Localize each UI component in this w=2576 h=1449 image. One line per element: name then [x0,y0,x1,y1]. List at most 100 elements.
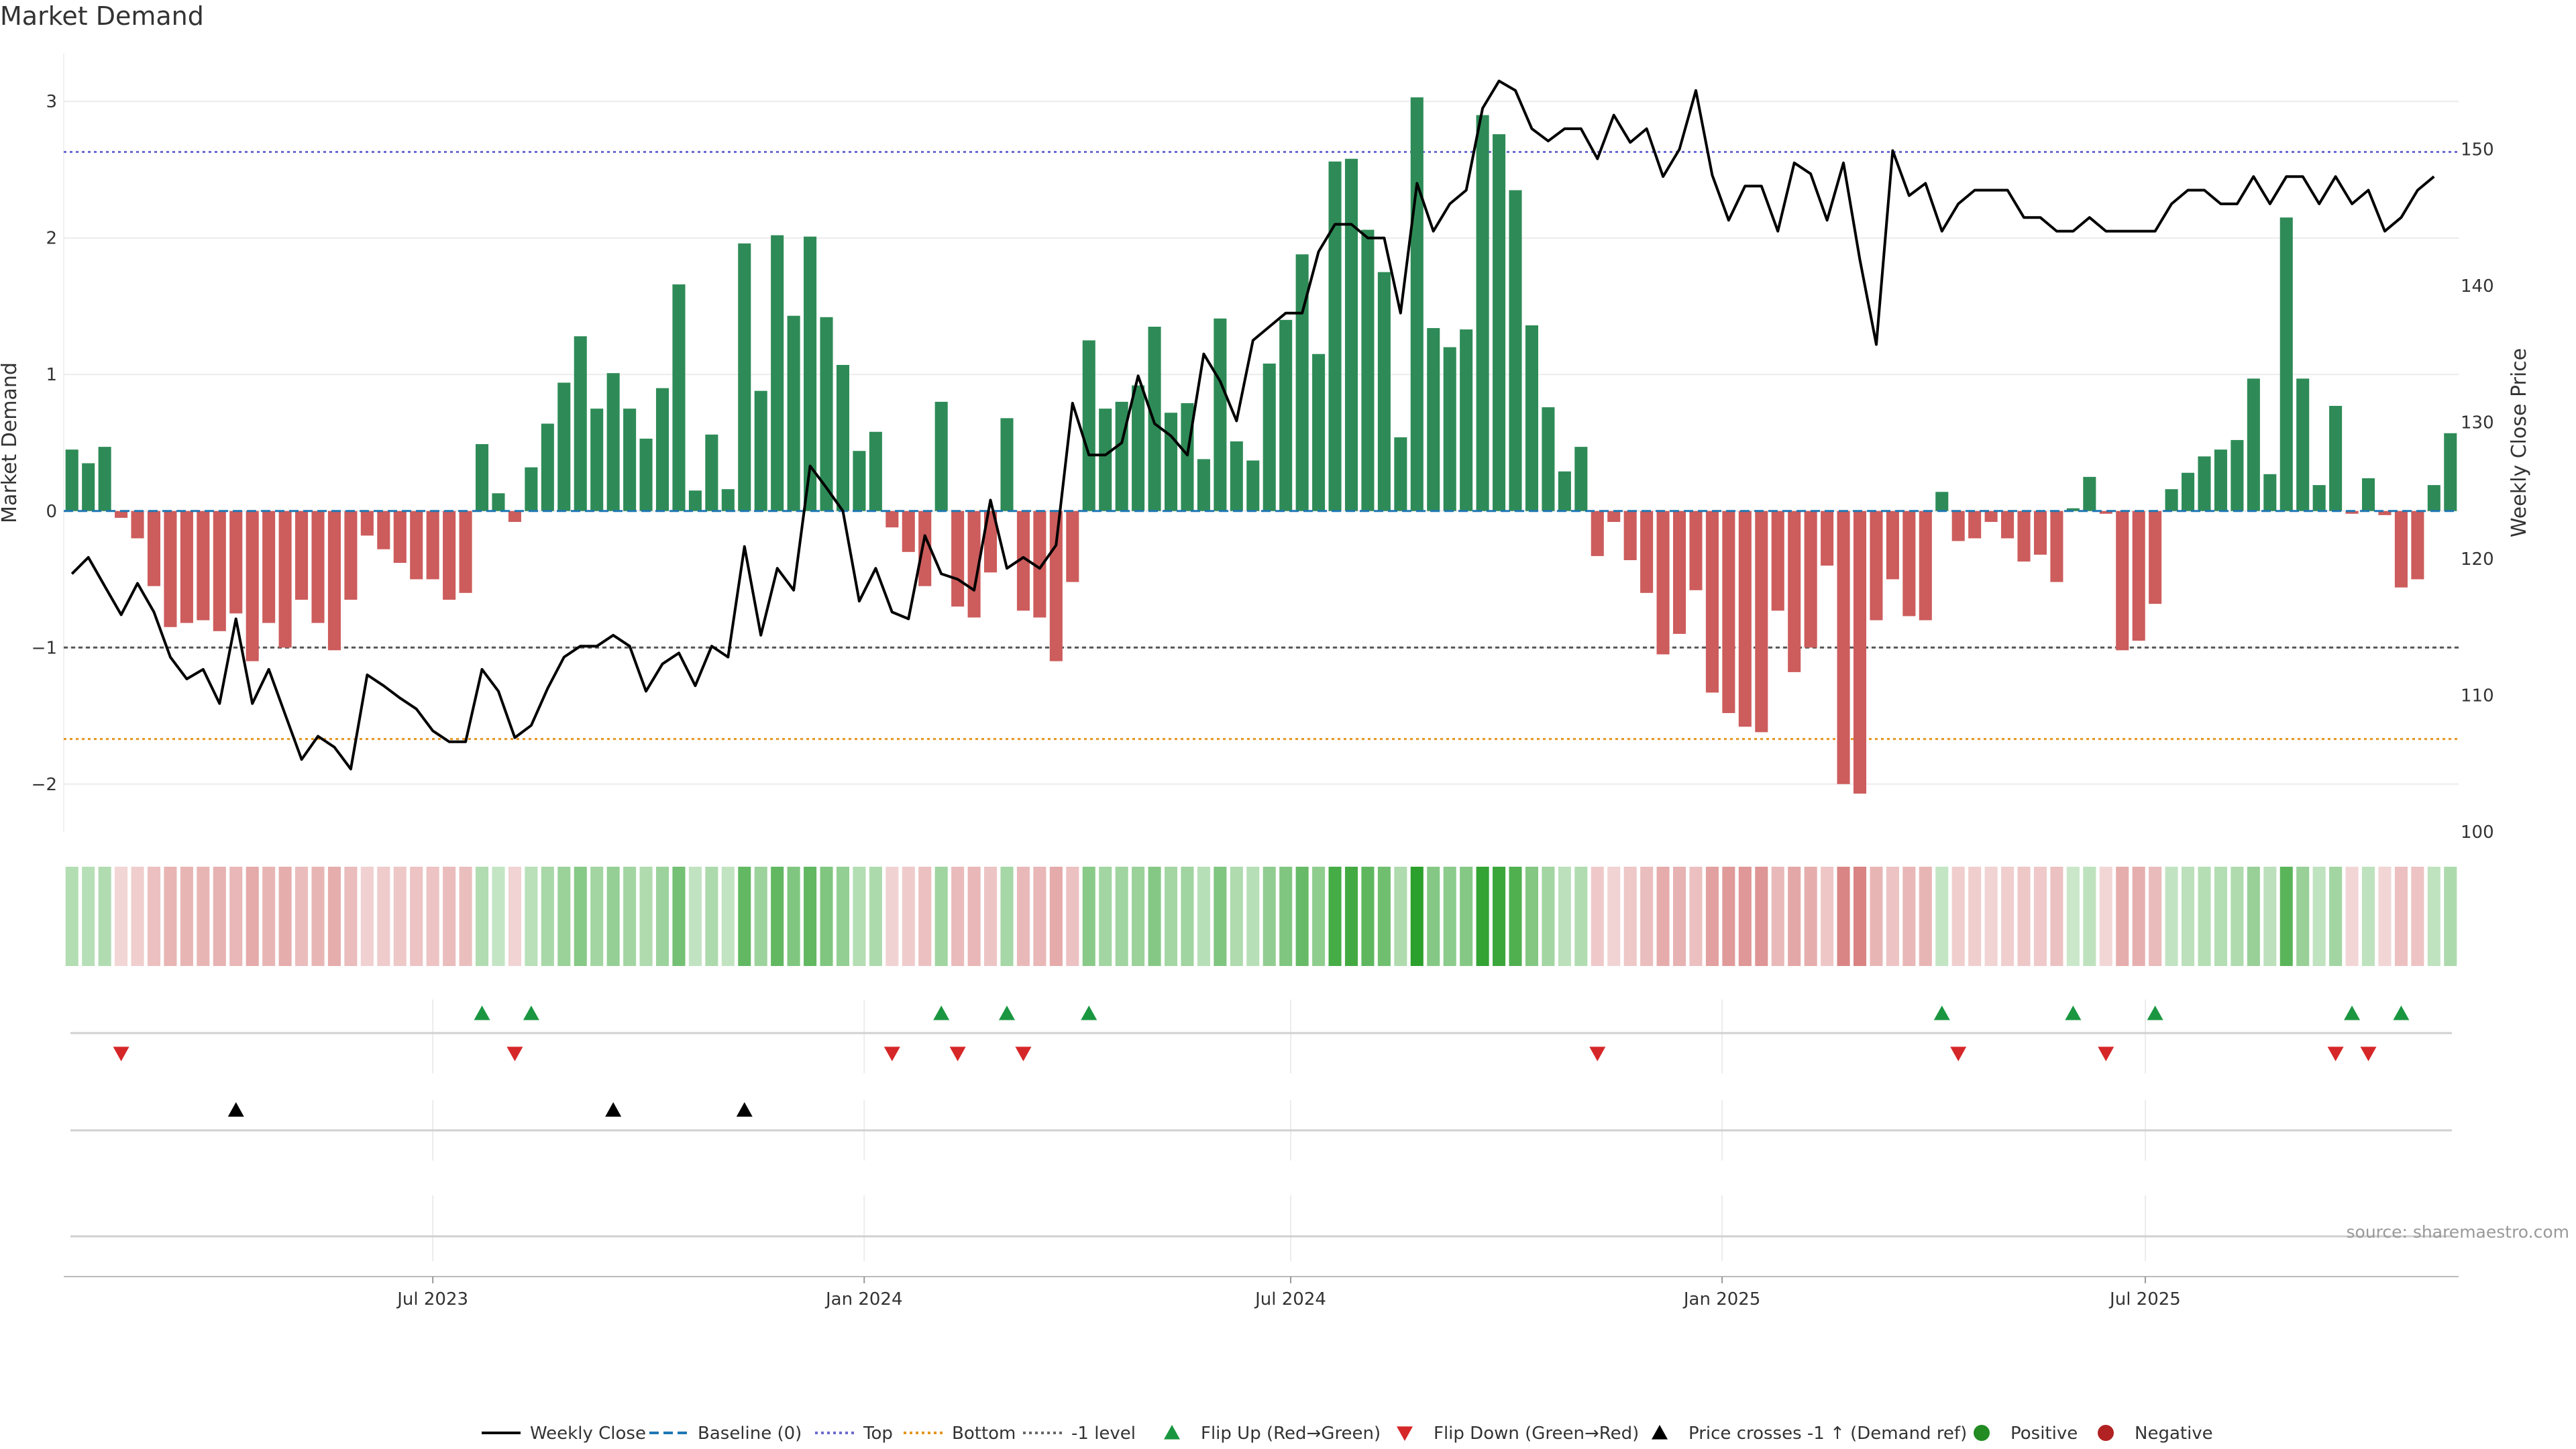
heat-cell [492,867,505,966]
heat-cell [2312,867,2326,966]
legend-swatch [1164,1425,1180,1440]
demand-bar [131,511,144,539]
heat-cell [147,867,161,966]
heat-cell [1705,867,1719,966]
demand-bar [2394,511,2408,588]
demand-bar [410,511,423,580]
heat-cell [1821,867,1834,966]
heat-cell [771,867,784,966]
demand-bar [147,511,161,586]
heat-cell [410,867,423,966]
demand-bar [590,409,604,511]
heat-cell [1000,867,1014,966]
heat-cell [1312,867,1326,966]
legend-label: Flip Up (Red→Green) [1201,1424,1381,1444]
heat-cell [525,867,538,966]
demand-bar [951,511,965,607]
demand-bar [1493,134,1506,511]
heat-cell [1197,867,1210,966]
demand-bar [295,511,309,600]
heat-cell [213,867,226,966]
demand-bar [1246,460,1260,511]
demand-bar [1804,511,1817,648]
y-tick-label-left: 2 [46,229,57,249]
demand-bar [492,493,505,511]
demand-bar [1623,511,1637,561]
demand-bar [934,401,948,511]
demand-bar [1656,511,1670,655]
demand-bar [984,511,998,573]
source-note: source: sharemaestro.com [2346,1222,2570,1242]
demand-bar [771,235,784,511]
demand-bar [213,511,226,631]
y-tick-label-left: 3 [46,92,57,112]
heat-cell [98,867,111,966]
demand-bar [1460,329,1473,511]
legend-label: Top [863,1424,893,1444]
demand-bar [967,511,981,618]
heat-cell [934,867,948,966]
heat-cell [1788,867,1801,966]
demand-bar [2165,489,2178,511]
demand-bar [2132,511,2145,641]
heat-cell [377,867,390,966]
demand-bar [1574,447,1588,511]
demand-bar [787,315,800,511]
demand-bar [1689,511,1703,590]
heat-cell [1902,867,1916,966]
demand-bar [721,489,735,511]
demand-bar [754,390,767,511]
demand-bar [2263,474,2277,511]
heat-cell [197,867,210,966]
heat-cell [688,867,702,966]
demand-bar [1870,511,1883,621]
heat-cell [2001,867,2015,966]
heat-cell [1870,867,1883,966]
heat-cell [2132,867,2145,966]
heat-cell [508,867,521,966]
heat-cell [2263,867,2277,966]
heat-cell [984,867,998,966]
heat-cell [606,867,620,966]
heat-cell [1164,867,1178,966]
heat-cell [2361,867,2375,966]
heat-cell [1623,867,1637,966]
demand-bar [1935,492,1949,511]
legend-label: Positive [2010,1424,2078,1444]
demand-bar [1558,471,1571,511]
demand-bar [1312,354,1326,511]
heat-cell [2214,867,2227,966]
heat-cell [721,867,735,966]
demand-bar [1295,254,1309,511]
demand-bar [2083,476,2096,511]
heat-cell [393,867,407,966]
heat-cell [1672,867,1686,966]
demand-bar [1328,161,1342,511]
demand-bar [278,511,292,648]
heat-cell [1558,867,1571,966]
heat-cell [1246,867,1260,966]
heat-cell [2050,867,2063,966]
demand-bar [2066,508,2080,511]
y-tick-label-right: 100 [2461,822,2494,843]
x-tick-label: Jul 2024 [1254,1289,1326,1309]
demand-bar [1968,511,1982,539]
demand-bar [574,336,587,511]
demand-bar [1951,511,1965,541]
demand-bar [197,511,210,621]
heat-cell [1148,867,1161,966]
heat-cell [541,867,554,966]
heat-cell [1066,867,1079,966]
demand-bar [2182,472,2195,511]
demand-bar [738,243,751,511]
demand-bar [557,382,571,511]
demand-bar [2017,511,2031,562]
flip-down-marker [1950,1046,1967,1061]
demand-bar [1788,511,1801,672]
demand-bar [1115,401,1128,511]
legend-swatch [2098,1425,2114,1441]
heat-cell [1230,867,1243,966]
heat-cell [344,867,358,966]
demand-bar [853,451,866,511]
y-axis-label-left: Market Demand [0,362,21,523]
